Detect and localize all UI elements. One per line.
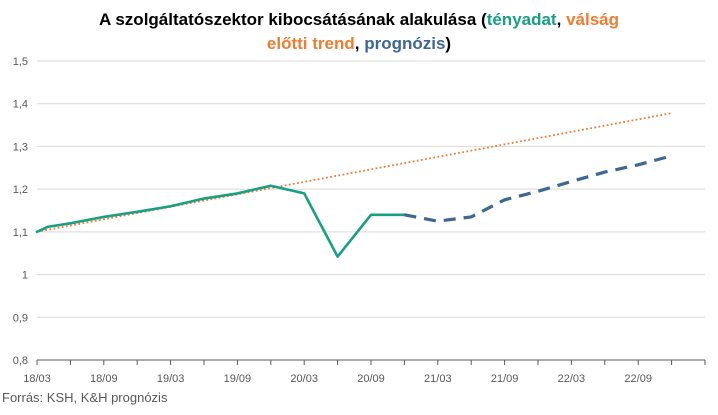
x-tick-label: 22/03	[558, 373, 586, 385]
title-close: )	[445, 34, 452, 53]
title-actual-label: tényadat	[486, 10, 557, 29]
x-tick-label: 19/03	[157, 373, 185, 385]
chart-title: A szolgáltatószektor kibocsátásának alak…	[0, 8, 718, 56]
y-tick-label: 1,2	[13, 184, 28, 196]
source-note: Forrás: KSH, K&H prognózis	[2, 390, 168, 405]
series-line-actual	[35, 184, 406, 258]
x-tick-label: 18/03	[23, 373, 51, 385]
y-tick-label: 1	[22, 270, 28, 282]
y-tick-label: 1,5	[13, 56, 28, 68]
title-trend-label-b: előtti trend	[266, 34, 355, 53]
y-tick-label: 0,9	[13, 312, 28, 324]
y-tick-label: 0,8	[13, 355, 28, 367]
x-tick-label: 21/09	[491, 373, 519, 385]
y-tick-label: 1,4	[13, 99, 28, 111]
title-sep1: ,	[556, 10, 567, 29]
title-trend-label-a: válság	[566, 10, 619, 29]
y-tick-label: 1,3	[13, 141, 28, 153]
title-part1: A szolgáltatószektor kibocsátásának alak…	[98, 10, 487, 29]
y-tick-label: 1,1	[13, 227, 28, 239]
x-tick-label: 18/09	[90, 373, 118, 385]
x-tick-label: 20/09	[357, 373, 385, 385]
x-tick-label: 19/09	[224, 373, 252, 385]
title-forecast-label: prognózis	[364, 34, 446, 53]
title-sep2: ,	[354, 34, 365, 53]
x-tick-label: 21/03	[424, 373, 452, 385]
x-tick-label: 22/09	[624, 373, 652, 385]
line-chart: 0,8 0,9 1 1,1 1,2 1,3 1,4 1,5 18/03 18/09 19/03 19/…	[13, 56, 706, 385]
x-tick-label: 20/03	[290, 373, 318, 385]
series-line-trend	[36, 112, 672, 233]
series-line-forecast	[404, 154, 673, 223]
